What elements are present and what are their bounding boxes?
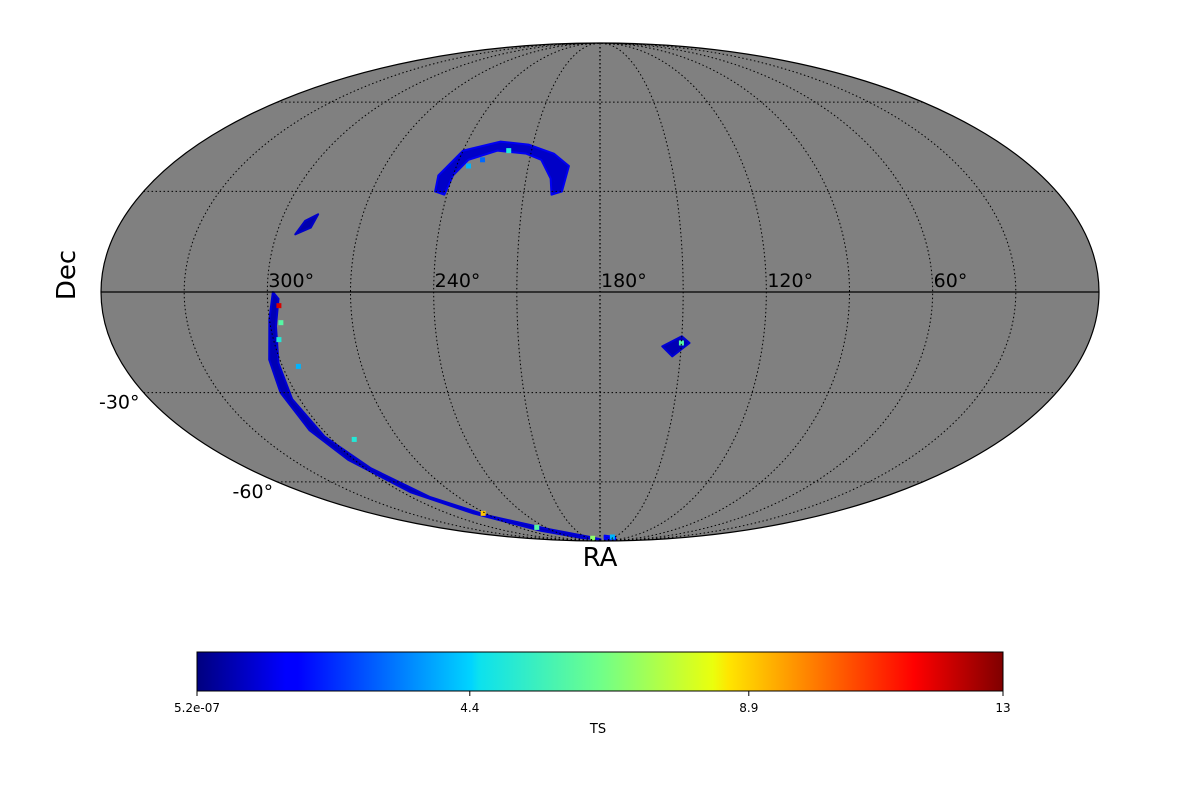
colorbar-tick-3: 13 xyxy=(995,701,1010,715)
x-axis-label: RA xyxy=(583,543,618,573)
hotspot-southern-arc-5 xyxy=(480,510,486,516)
y-axis-label: Dec xyxy=(52,250,82,300)
meridian-300 xyxy=(266,42,601,542)
hotspot-southern-arc-3 xyxy=(295,363,301,369)
hotspot-southern-arc-2 xyxy=(276,337,282,343)
colorbar-tick-0: 5.2e-07 xyxy=(174,701,220,715)
hotspot-right-patch-0 xyxy=(678,340,684,346)
hotspot-southern-arc-4 xyxy=(351,436,357,442)
ra-tick-60: 60° xyxy=(934,270,968,292)
hotspot-southern-arc-1 xyxy=(278,320,284,326)
ra-tick-120: 120° xyxy=(767,270,813,292)
hotspot-northern-arc-1 xyxy=(465,163,471,169)
colorbar-gradient xyxy=(196,651,1004,692)
ra-tick-300: 300° xyxy=(268,270,314,292)
hotspot-southern-arc-6 xyxy=(534,524,540,530)
hotspot-south-pole-patch-0 xyxy=(609,534,615,540)
dec-tick-labels: -30° -60° xyxy=(99,392,273,503)
ra-tick-labels: 300° 240° 180° 120° 60° xyxy=(268,270,967,292)
hotspot-southern-arc-7 xyxy=(590,535,596,541)
dec-tick--30: -30° xyxy=(99,392,140,414)
colorbar: 5.2e-07 4.4 8.9 13 TS xyxy=(174,651,1011,737)
hotspot-southern-arc-0 xyxy=(276,303,282,309)
hotspot-northern-arc-2 xyxy=(480,157,486,163)
sky-boundary xyxy=(100,42,1100,542)
graticule xyxy=(101,42,1099,542)
ra-tick-240: 240° xyxy=(435,270,481,292)
hotspot-northern-arc-0 xyxy=(506,148,512,154)
dec-tick--60: -60° xyxy=(233,481,274,503)
region-small-north-patch xyxy=(294,213,320,236)
meridian-60 xyxy=(599,42,934,542)
colorbar-tick-1: 4.4 xyxy=(460,701,479,715)
colorbar-tick-2: 8.9 xyxy=(739,701,758,715)
colorbar-label: TS xyxy=(589,722,606,737)
colorbar-ticks: 5.2e-07 4.4 8.9 13 xyxy=(174,691,1011,715)
ra-tick-180: 180° xyxy=(601,270,647,292)
region-northern-arc xyxy=(434,140,570,196)
